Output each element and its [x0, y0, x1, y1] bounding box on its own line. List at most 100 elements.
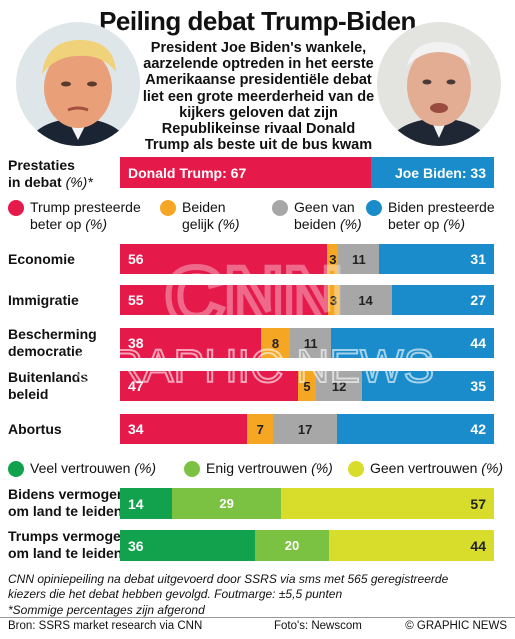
- legend-label: Biden presteerde: [388, 199, 495, 215]
- legend-label: beter op: [388, 216, 440, 232]
- stacked-bar: 55 3 14 27: [120, 285, 494, 315]
- legend-label: gelijk: [182, 216, 214, 232]
- legend-unit: (%): [339, 216, 362, 232]
- row-label: Bidens vermogen om land te leiden: [8, 486, 125, 520]
- legend-unit: (%): [311, 460, 333, 476]
- bar-segment: 5: [297, 371, 317, 401]
- legend-dot: [366, 200, 382, 216]
- legend-dot: [160, 200, 176, 216]
- bar-segment: 55: [120, 285, 328, 315]
- legend-geen-van-beiden: Geen van beiden (%): [272, 199, 362, 233]
- legend-label: beter op: [30, 216, 82, 232]
- footnote-method: CNN opiniepeiling na debat uitgevoerd do…: [8, 572, 508, 602]
- legend-label: beiden: [294, 216, 337, 232]
- legend-unit: (%): [134, 460, 157, 476]
- page-title: Peiling debat Trump-Biden: [99, 6, 416, 36]
- row-label-line: Immigratie: [8, 292, 79, 308]
- bar-segment: 44: [331, 328, 494, 358]
- legend-beiden-gelijk: Beiden gelijk (%): [160, 199, 240, 233]
- row-label: Economie: [8, 251, 75, 268]
- legend-unit: (%): [481, 460, 504, 476]
- footnote-line: kiezers die het debat hebben gevolgd. Fo…: [8, 587, 343, 601]
- bar-segment: 27: [392, 285, 494, 315]
- performance-trump-segment: Donald Trump: 67: [120, 157, 371, 188]
- subtitle: President Joe Biden's wankele, aarzelend…: [140, 40, 377, 153]
- bar-segment: 56: [120, 244, 328, 274]
- row-label: Abortus: [8, 421, 62, 438]
- legend-label: Geen van: [294, 199, 355, 215]
- bar-segment: 12: [316, 371, 362, 401]
- bar-segment: 20: [254, 530, 330, 561]
- subtitle-line: President Joe Biden's wankele,: [150, 40, 367, 56]
- bar-segment: 14: [339, 285, 392, 315]
- legend-trump-beter: Trump presteerde beter op (%): [8, 199, 141, 233]
- legend-label: Enig vertrouwen: [206, 460, 308, 476]
- legend-unit: (%): [85, 216, 108, 232]
- stacked-bar: 38 8 11 44: [120, 328, 494, 358]
- row-label-line: beleid: [8, 386, 49, 402]
- footer-divider: [0, 617, 515, 618]
- row-label-line: Buitenlands: [8, 369, 89, 385]
- row-label-line: Economie: [8, 251, 75, 267]
- row-label: Immigratie: [8, 292, 79, 309]
- bar-segment: 47: [120, 371, 298, 401]
- footnote-line: CNN opiniepeiling na debat uitgevoerd do…: [8, 572, 449, 586]
- bar-segment: 38: [120, 328, 261, 358]
- stacked-bar: 47 5 12 35: [120, 371, 494, 401]
- performance-bar: Donald Trump: 67 Joe Biden: 33: [120, 157, 494, 188]
- source-text: Bron: SSRS market research via CNN: [8, 620, 203, 632]
- row-label-line: om land te leiden: [8, 545, 123, 561]
- row-label-line: Abortus: [8, 421, 62, 437]
- legend-label: Veel vertrouwen: [30, 460, 131, 476]
- bar-segment: 35: [361, 371, 494, 401]
- bar-segment: 8: [260, 328, 291, 358]
- subtitle-line: Amerikaanse presidentiële debat: [145, 72, 372, 89]
- legend-label: Trump presteerde: [30, 199, 141, 215]
- performance-label-line2: in debat: [8, 174, 62, 190]
- row-label-line: Trumps vermogen: [8, 528, 130, 544]
- bar-segment: 44: [329, 530, 494, 561]
- row-label-line: Bidens vermogen: [8, 486, 126, 502]
- bar-segment: 36: [120, 530, 255, 561]
- bar-segment: 3: [327, 244, 339, 274]
- bar-segment: 14: [120, 488, 173, 519]
- subtitle-line: aarzelende optreden in het eerste: [143, 56, 374, 73]
- legend-geen-vertrouwen: Geen vertrouwen (%): [348, 460, 503, 477]
- legend-veel-vertrouwen: Veel vertrouwen (%): [8, 460, 156, 477]
- legend-dot: [184, 461, 200, 477]
- subtitle-line: kijkers geloven dat zijn: [179, 104, 338, 121]
- performance-label-unit: (%)*: [65, 174, 93, 190]
- bar-segment: 57: [280, 488, 494, 519]
- bar-segment: 42: [336, 414, 494, 444]
- bar-segment: 34: [120, 414, 248, 444]
- performance-label-line1: Prestaties: [8, 157, 75, 173]
- row-label-line: Bescherming: [8, 326, 97, 342]
- stacked-bar: 34 7 17 42: [120, 414, 494, 444]
- legend-label: Geen vertrouwen: [370, 460, 478, 476]
- legend-dot: [348, 461, 364, 477]
- legend-unit: (%): [217, 216, 240, 232]
- stacked-bar: 36 20 44: [120, 530, 494, 561]
- legend-enig-vertrouwen: Enig vertrouwen (%): [184, 460, 333, 477]
- row-label: Buitenlands beleid: [8, 369, 88, 403]
- performance-biden-label: Joe Biden: 33: [394, 164, 486, 181]
- performance-trump-label: Donald Trump: 67: [128, 164, 247, 181]
- row-label-line: democratie: [8, 343, 83, 359]
- performance-biden-segment: Joe Biden: 33: [370, 157, 494, 188]
- row-label: Trumps vermogen om land te leiden: [8, 528, 129, 562]
- legend-dot: [272, 200, 288, 216]
- bar-segment: 17: [273, 414, 337, 444]
- bar-segment: 7: [247, 414, 274, 444]
- row-label-line: om land te leiden: [8, 503, 123, 519]
- photo-credit: Foto's: Newscom: [274, 620, 362, 632]
- subtitle-line: Republikeinse rivaal Donald: [161, 121, 356, 138]
- bar-segment: 11: [338, 244, 380, 274]
- legend-unit: (%): [443, 216, 466, 232]
- footnote-rounding: *Sommige percentages zijn afgerond: [8, 603, 205, 617]
- subtitle-line: liet een grote meerderheid van de: [142, 88, 375, 105]
- legend-dot: [8, 200, 24, 216]
- subtitle-line: Trump als beste uit de bus kwam: [144, 137, 373, 154]
- stacked-bar: 14 29 57: [120, 488, 494, 519]
- legend-label: Beiden: [182, 199, 226, 215]
- row-label: Bescherming democratie: [8, 326, 97, 360]
